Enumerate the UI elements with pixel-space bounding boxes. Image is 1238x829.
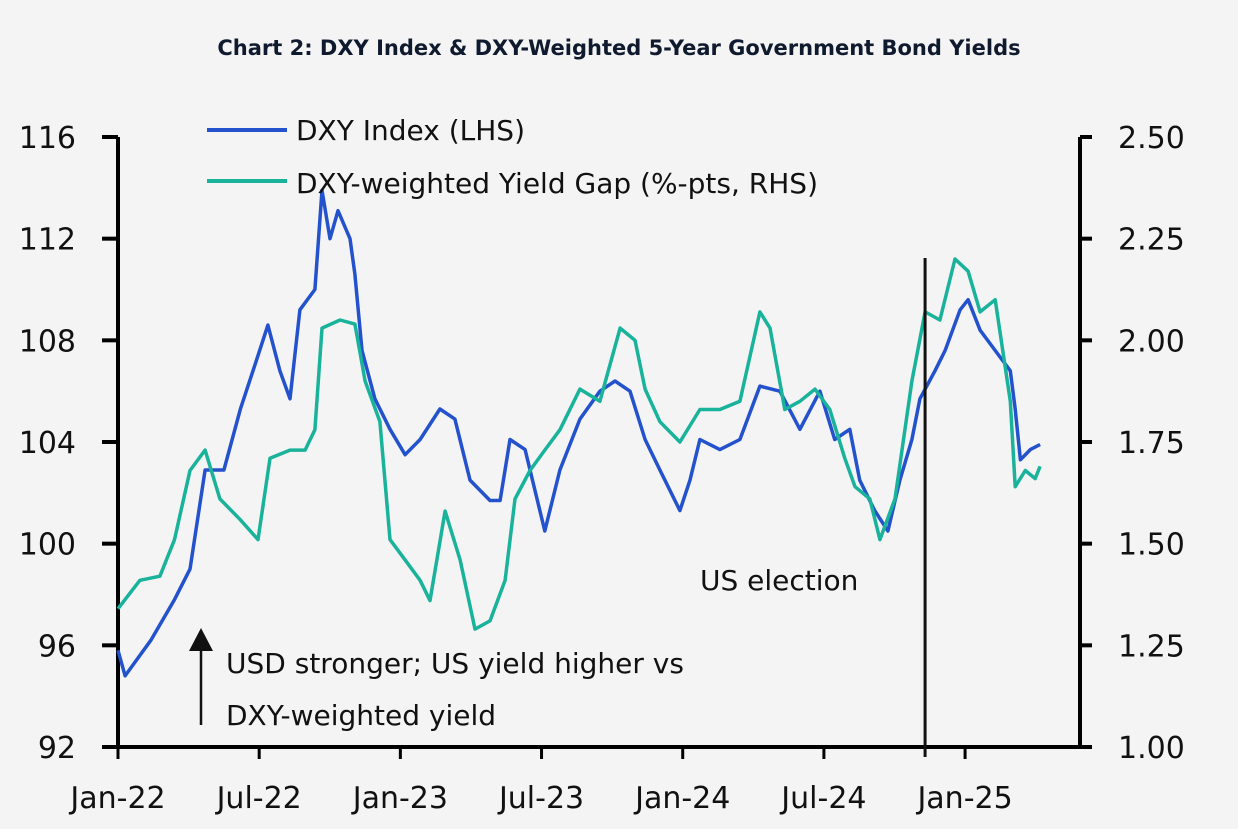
- legend: DXY Index (LHS) DXY-weighted Yield Gap (…: [207, 114, 818, 200]
- left-y-tick-label: 100: [19, 528, 76, 563]
- left-y-tick-label: 116: [19, 121, 76, 156]
- right-y-tick-label: 1.50: [1118, 528, 1185, 563]
- legend-label-dxy-index: DXY Index (LHS): [296, 114, 525, 147]
- right-y-tick-label: 2.25: [1118, 223, 1185, 258]
- x-tick-label: Jul-24: [779, 781, 866, 816]
- left-y-tick-label: 92: [38, 731, 76, 766]
- us-election-label: US election: [700, 564, 858, 597]
- right-y-tick-label: 2.50: [1118, 121, 1185, 156]
- left-y-tick-label: 104: [19, 426, 76, 461]
- left-y-tick-label: 108: [19, 324, 76, 359]
- x-tick-label: Jan-24: [633, 781, 730, 816]
- arrow-up-icon: [189, 628, 213, 651]
- x-tick-label: Jan-23: [351, 781, 448, 816]
- left-y-tick-label: 112: [19, 223, 76, 258]
- right-y-tick-label: 1.00: [1118, 731, 1185, 766]
- x-tick-label: Jan-25: [915, 781, 1012, 816]
- legend-label-yield-gap: DXY-weighted Yield Gap (%-pts, RHS): [296, 167, 818, 200]
- x-tick-label: Jul-22: [215, 781, 302, 816]
- chart-title: Chart 2: DXY Index & DXY-Weighted 5-Year…: [217, 36, 1021, 60]
- annotation-line-2: DXY-weighted yield: [226, 699, 496, 732]
- axes: 92 96 100 104 108 112 116 1.00 1.25 1.50 1.75 2.00 2…: [19, 121, 1185, 816]
- x-tick-label: Jul-23: [497, 781, 584, 816]
- right-y-tick-label: 1.75: [1118, 426, 1185, 461]
- yield-gap-line: [116, 257, 1042, 631]
- annotations: USD stronger; US yield higher vs DXY-wei…: [189, 258, 927, 757]
- right-y-tick-label: 2.00: [1118, 324, 1185, 359]
- dxy-index-line: [116, 188, 1041, 678]
- annotation-line-1: USD stronger; US yield higher vs: [226, 647, 684, 680]
- x-tick-label: Jan-22: [68, 781, 165, 816]
- right-y-tick-label: 1.25: [1118, 629, 1185, 664]
- left-y-tick-label: 96: [38, 629, 76, 664]
- series-layer: [116, 188, 1042, 678]
